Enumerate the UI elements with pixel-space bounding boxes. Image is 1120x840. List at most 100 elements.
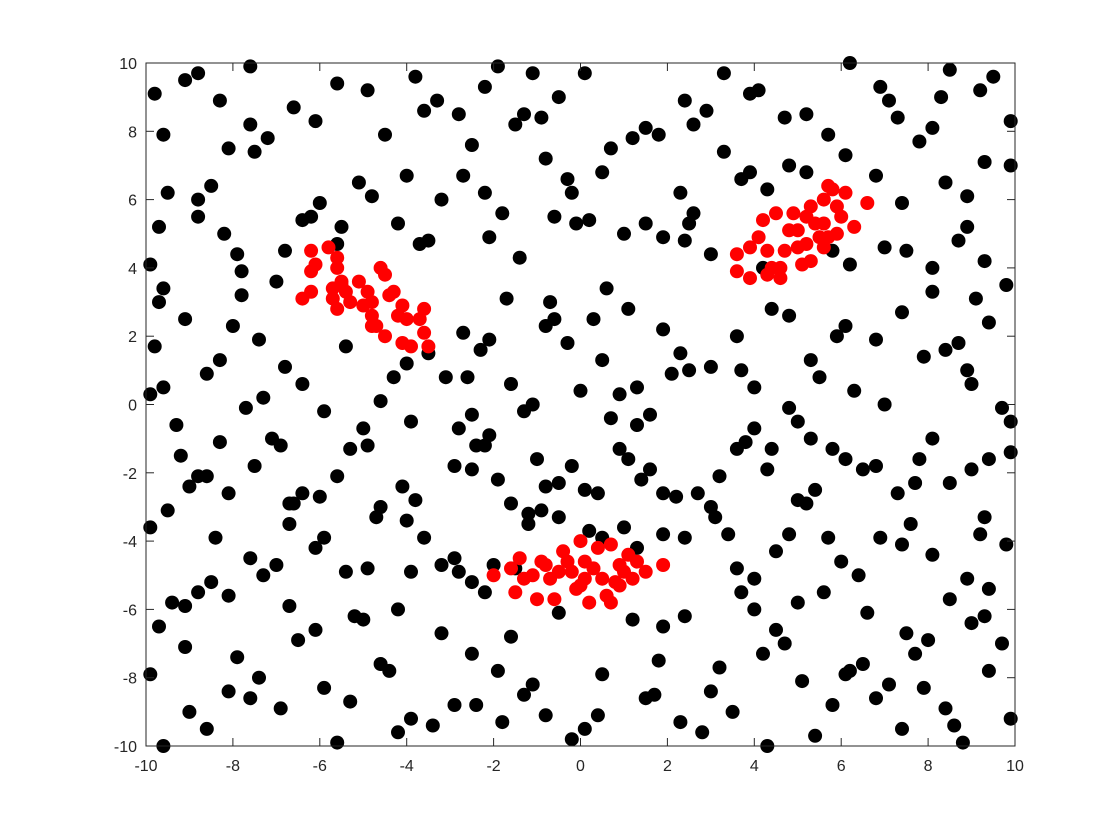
black-point [955,735,970,750]
black-point [630,380,644,395]
black-point [699,103,714,118]
black-point [360,438,375,453]
black-point [1003,711,1018,726]
red-point [573,534,588,549]
points-layer [143,56,1018,753]
black-point [538,479,553,494]
black-point [912,134,927,149]
black-point [477,79,492,94]
black-point [317,530,332,545]
y-tick-label: -6 [123,602,137,619]
black-point [869,168,883,183]
red-point [512,551,527,566]
black-point [169,418,184,432]
black-point [330,735,345,750]
black-point [677,609,692,624]
black-point [769,622,783,637]
black-point [564,185,579,200]
black-point [721,527,736,542]
black-point [256,390,271,405]
black-point [947,718,962,733]
black-point [165,595,180,610]
red-point [378,329,392,344]
black-point [391,602,405,617]
black-point [334,219,349,234]
black-point [464,138,479,152]
black-point [252,670,266,685]
black-point [364,189,379,204]
black-point [712,660,727,675]
black-point [981,581,996,596]
black-point [451,107,466,122]
black-point [551,605,566,620]
black-point [199,469,214,484]
black-point [925,260,940,275]
black-point [221,684,236,699]
red-point [304,243,319,258]
black-point [490,472,505,487]
black-point [595,667,610,682]
black-point [981,663,996,678]
black-point [729,329,744,344]
black-point [664,366,679,381]
black-point [490,663,505,678]
black-point [247,144,262,159]
black-point [191,585,206,600]
black-point [504,377,518,391]
black-point [838,452,853,467]
black-point [243,551,258,566]
y-tick-label: -10 [114,739,137,756]
black-point [564,732,579,747]
black-point [673,346,688,361]
black-point [673,185,688,200]
black-point [812,370,827,385]
black-point [317,680,332,695]
tick-labels-layer: -10 -8 -6 -4 -2 0 2 4 6 8 10 -10 -8 -6 -4 -2 0 2 4 6 8 10 [114,56,1024,775]
red-point [547,592,562,607]
red-point [729,264,744,279]
red-point [534,554,549,569]
black-point [504,629,518,644]
black-point [690,486,705,501]
black-point [747,571,762,586]
red-point [834,209,849,224]
black-point [456,168,471,183]
black-point [964,616,979,631]
red-point [603,537,618,552]
black-point [217,226,232,241]
red-point [330,301,345,316]
black-point [538,708,553,723]
black-point [408,493,423,508]
black-point [842,663,857,678]
black-point [417,530,432,545]
black-point [417,103,432,118]
black-point [421,233,436,248]
black-point [625,131,640,146]
black-point [291,633,306,648]
black-point [890,486,905,501]
black-point [547,312,562,327]
black-point [656,486,671,501]
black-point [747,380,762,395]
black-point [525,66,540,81]
black-point [204,178,219,193]
black-point [855,657,870,671]
red-point [530,592,544,607]
black-point [525,677,540,692]
black-point [899,243,914,258]
black-point [851,568,866,583]
black-point [638,120,653,135]
black-point [999,537,1014,552]
black-point [747,602,762,617]
black-point [895,721,909,736]
black-point [282,517,297,531]
black-point [1003,158,1018,173]
black-point [873,79,888,94]
black-point [877,240,892,255]
black-point [829,329,844,344]
red-point [630,554,644,569]
black-point [769,544,783,559]
black-point [677,93,692,108]
black-point [825,441,840,456]
red-point [816,216,831,231]
